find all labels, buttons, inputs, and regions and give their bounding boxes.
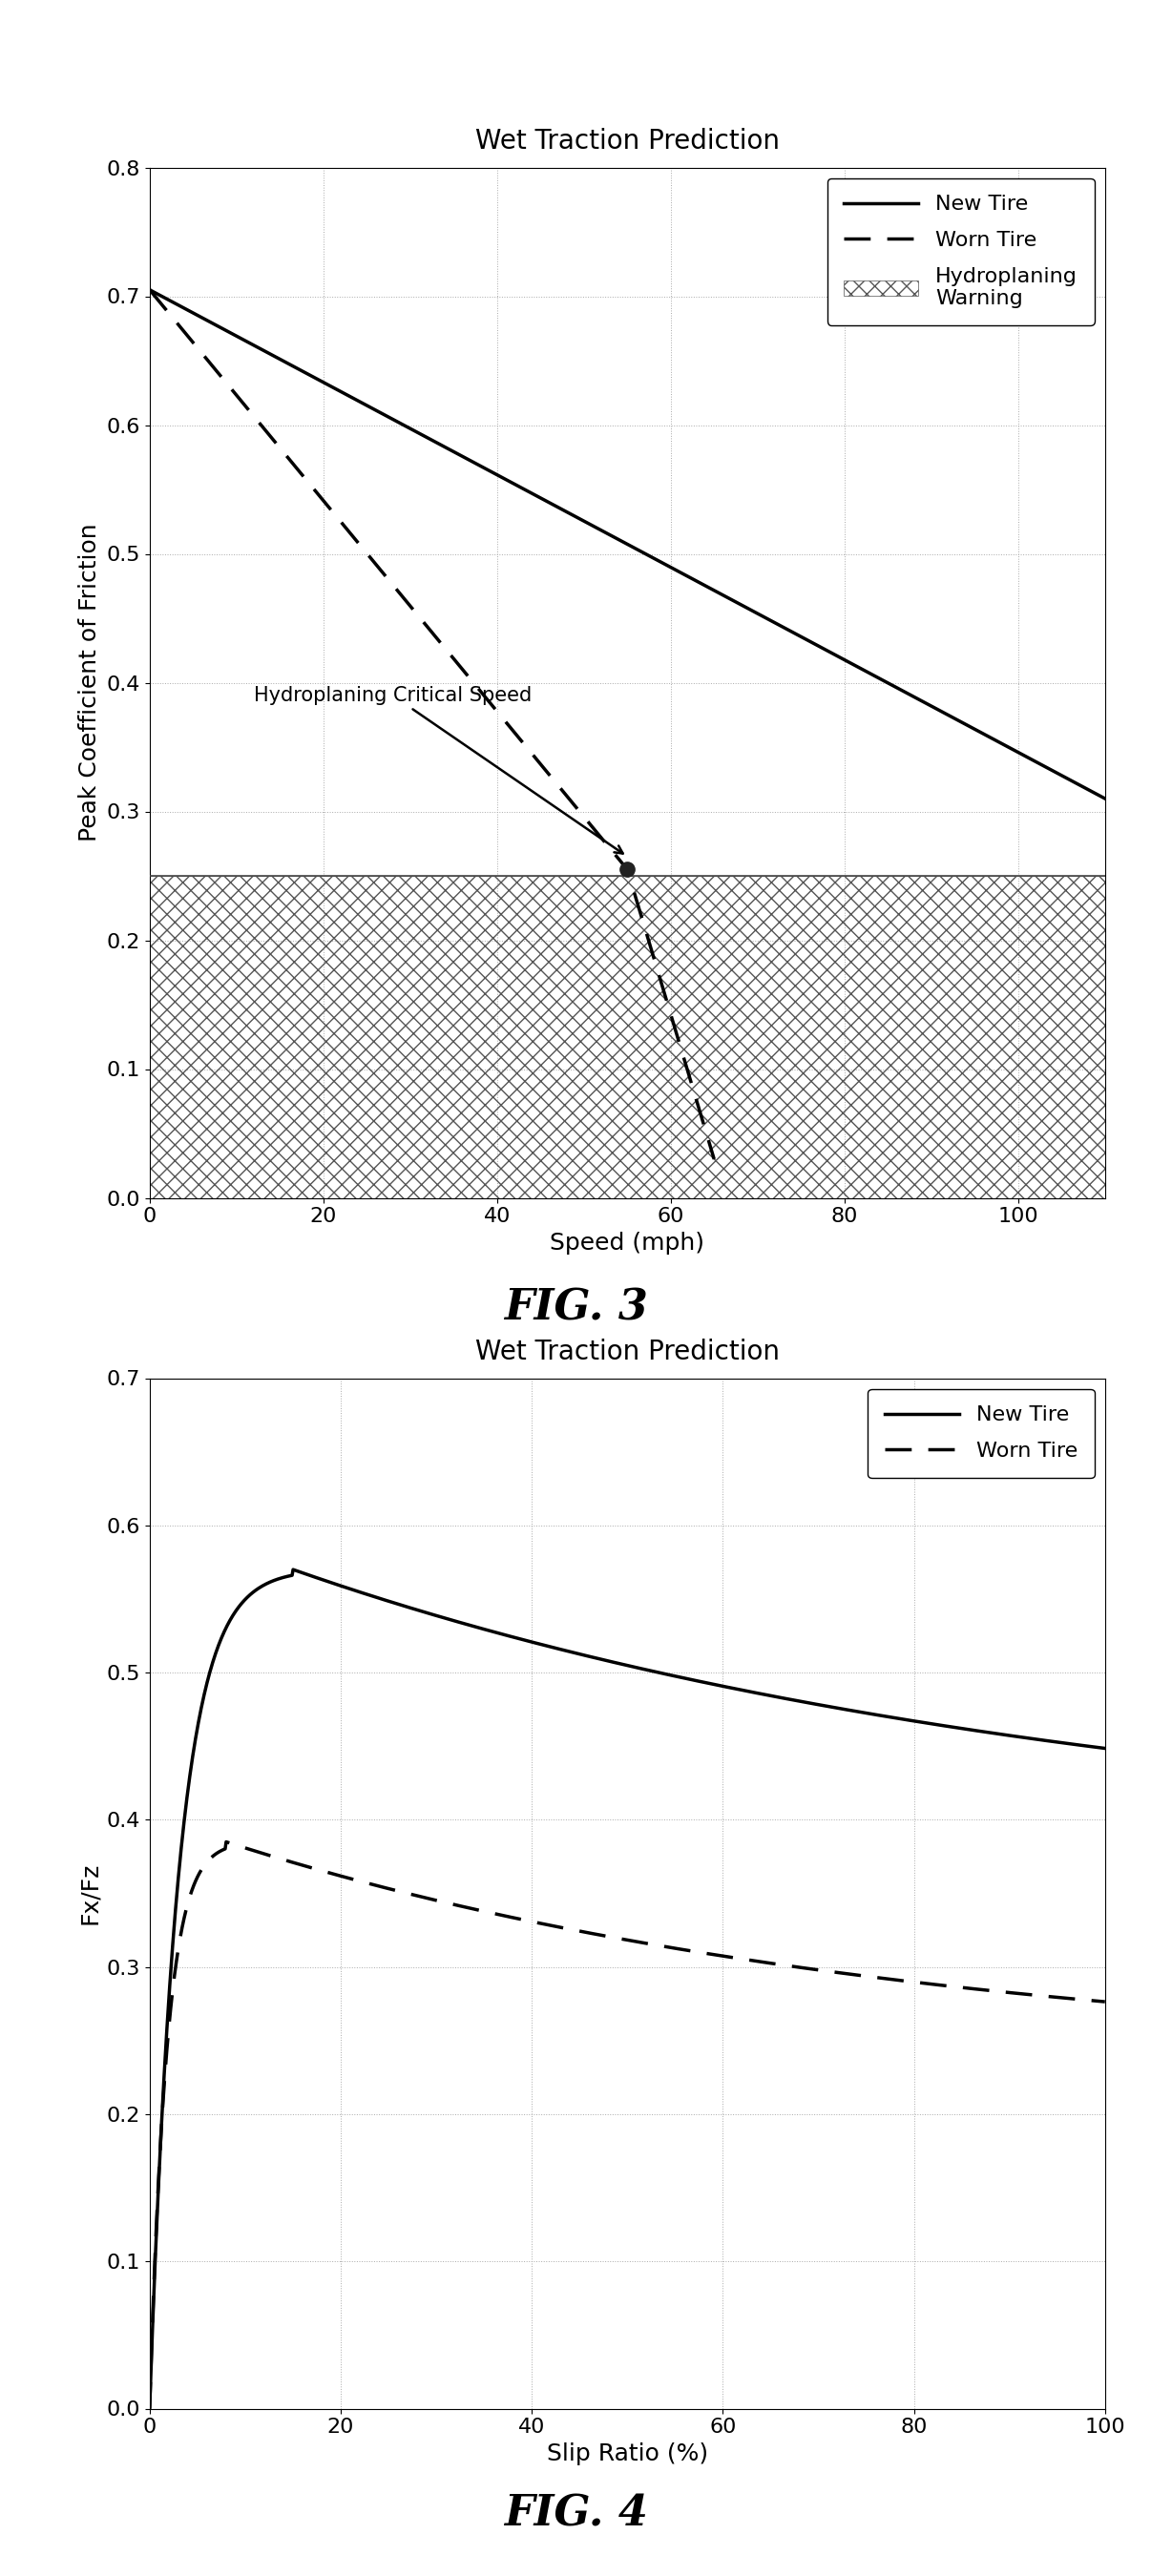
New Tire xyxy=(241,1582,254,1613)
X-axis label: Speed (mph): Speed (mph) xyxy=(550,1231,704,1255)
Text: FIG. 4: FIG. 4 xyxy=(503,2494,648,2535)
Worn Tire xyxy=(143,2393,157,2424)
New Tire xyxy=(529,1628,543,1659)
Legend: New Tire, Worn Tire, Hydroplaning
Warning: New Tire, Worn Tire, Hydroplaning Warnin… xyxy=(828,178,1095,325)
Worn Tire xyxy=(889,1965,902,1996)
Text: Hydroplaning Critical Speed: Hydroplaning Critical Speed xyxy=(254,685,623,853)
Y-axis label: Peak Coefficient of Friction: Peak Coefficient of Friction xyxy=(78,523,101,842)
X-axis label: Slip Ratio (%): Slip Ratio (%) xyxy=(547,2442,708,2465)
Worn Tire xyxy=(800,1953,814,1984)
New Tire xyxy=(564,1636,578,1667)
Y-axis label: Fx/Fz: Fx/Fz xyxy=(78,1862,101,1924)
New Tire xyxy=(1098,1734,1112,1765)
Worn Tire xyxy=(564,1914,578,1945)
Line: Worn Tire: Worn Tire xyxy=(150,1842,1105,2409)
Text: FIG. 3: FIG. 3 xyxy=(503,1288,648,1329)
Title: Wet Traction Prediction: Wet Traction Prediction xyxy=(475,1340,779,1365)
Worn Tire xyxy=(242,1834,256,1865)
Title: Wet Traction Prediction: Wet Traction Prediction xyxy=(475,129,779,155)
New Tire xyxy=(143,2393,157,2424)
New Tire xyxy=(287,1553,300,1584)
Legend: New Tire, Worn Tire: New Tire, Worn Tire xyxy=(868,1388,1095,1479)
Worn Tire xyxy=(529,1906,543,1937)
Worn Tire xyxy=(906,1965,920,1996)
Worn Tire xyxy=(219,1826,233,1857)
New Tire xyxy=(800,1687,814,1718)
Line: New Tire: New Tire xyxy=(150,1569,1105,2409)
New Tire xyxy=(906,1705,920,1736)
Worn Tire xyxy=(1098,1986,1112,2017)
New Tire xyxy=(889,1703,902,1734)
